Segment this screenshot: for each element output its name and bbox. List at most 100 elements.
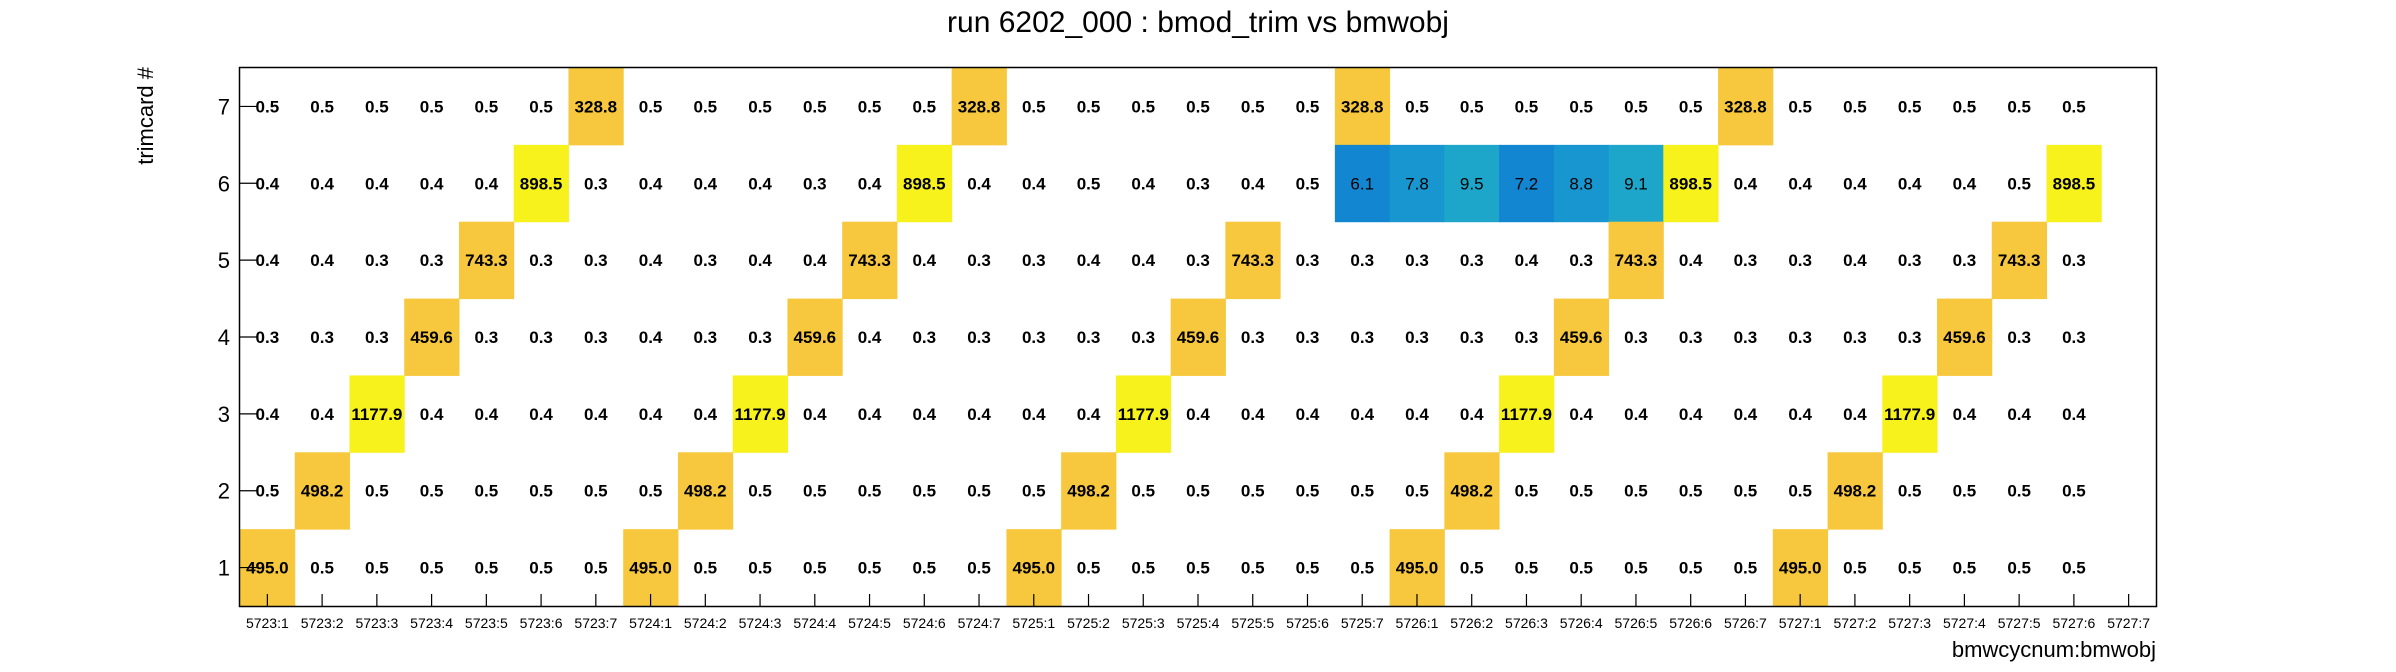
cell-value-label: 0.4 — [1186, 405, 1210, 424]
cell-value-label: 495.0 — [1396, 559, 1439, 578]
x-tick-label: 5726:3 — [1505, 615, 1548, 631]
cell-value-label: 498.2 — [1067, 482, 1110, 501]
cell-value-label: 0.3 — [1405, 328, 1429, 347]
cell-value-label: 743.3 — [1998, 251, 2041, 270]
cell-value-label: 0.5 — [1624, 482, 1648, 501]
cell-value-label: 0.4 — [256, 405, 280, 424]
cell-value-label: 0.5 — [1515, 482, 1539, 501]
cell-value-label: 0.5 — [365, 559, 389, 578]
cell-value-label: 0.3 — [1788, 328, 1812, 347]
cell-value-label: 0.5 — [1624, 97, 1648, 116]
cell-value-label: 0.5 — [639, 97, 663, 116]
cell-value-label: 0.3 — [1734, 328, 1758, 347]
cell-value-label: 0.4 — [1296, 405, 1320, 424]
cell-value-label: 0.5 — [1186, 482, 1210, 501]
x-tick-label: 5724:3 — [739, 615, 782, 631]
heatmap-cell — [1115, 375, 1172, 453]
cell-value-label: 0.3 — [1898, 328, 1922, 347]
heatmap-cell — [1334, 68, 1391, 146]
x-tick-label: 5724:2 — [684, 615, 727, 631]
cell-value-label: 459.6 — [1177, 328, 1220, 347]
cell-value-label: 0.3 — [1460, 328, 1484, 347]
cell-value-label: 498.2 — [684, 482, 727, 501]
y-tick-label: 3 — [218, 402, 230, 427]
cell-value-label: 0.5 — [1186, 559, 1210, 578]
cell-value-label: 0.3 — [529, 251, 553, 270]
cell-value-label: 0.5 — [420, 559, 444, 578]
cell-value-label: 743.3 — [848, 251, 891, 270]
heatmap-cell — [732, 375, 788, 453]
cell-value-label: 0.4 — [1898, 174, 1922, 193]
cell-value-label: 0.4 — [748, 251, 772, 270]
cell-value-label: 0.5 — [1131, 559, 1155, 578]
cell-value-label: 0.5 — [1022, 97, 1046, 116]
cell-value-label: 0.5 — [1296, 559, 1320, 578]
cell-value-label: 0.5 — [1898, 97, 1922, 116]
x-tick-label: 5723:1 — [246, 615, 289, 631]
cell-value-label: 0.5 — [803, 559, 827, 578]
plot-frame — [238, 66, 2158, 608]
cell-value-label: 0.5 — [803, 97, 827, 116]
cell-value-label: 0.5 — [1460, 559, 1484, 578]
heatmap-cell — [1444, 452, 1500, 530]
cell-value-label: 0.3 — [1296, 251, 1320, 270]
x-tick-label: 5723:6 — [520, 615, 563, 631]
x-tick-label: 5727:7 — [2107, 615, 2150, 631]
x-tick-label: 5727:5 — [1998, 615, 2041, 631]
cell-value-label: 0.5 — [1186, 97, 1210, 116]
cell-value-label: 0.4 — [256, 174, 280, 193]
cell-value-label: 0.4 — [310, 174, 334, 193]
heatmap-cell — [1061, 452, 1117, 530]
cell-value-label: 0.4 — [1405, 405, 1429, 424]
cell-value-label: 0.3 — [1405, 251, 1429, 270]
heatmap-cell — [1334, 144, 1391, 223]
cell-value-label: 0.5 — [1131, 482, 1155, 501]
cell-value-label: 0.4 — [858, 405, 882, 424]
cell-value-label: 7.8 — [1405, 174, 1429, 193]
cell-value-label: 0.5 — [1241, 482, 1265, 501]
cell-value-label: 0.5 — [529, 482, 553, 501]
cell-value-label: 0.4 — [420, 405, 444, 424]
heatmap-cell — [1553, 298, 1610, 376]
cell-value-label: 0.3 — [1022, 251, 1046, 270]
cell-value-label: 0.4 — [310, 251, 334, 270]
cell-value-label: 328.8 — [958, 97, 1001, 116]
cell-value-label: 495.0 — [1012, 559, 1055, 578]
cell-value-label: 0.4 — [1843, 405, 1867, 424]
cell-value-label: 9.1 — [1624, 174, 1648, 193]
cell-value-label: 1177.9 — [735, 405, 786, 424]
cell-value-label: 0.5 — [912, 482, 936, 501]
chart-title: run 6202_000 : bmod_trim vs bmwobj — [947, 6, 1449, 39]
x-axis: 5723:1 5723:2 5723:3 5723:4 5723:5 5723:6 5723… — [246, 594, 2150, 631]
cell-value-label: 0.5 — [475, 559, 499, 578]
cell-value-label: 0.5 — [858, 97, 882, 116]
cell-value-label: 0.4 — [1624, 405, 1648, 424]
cell-value-label: 0.3 — [1350, 328, 1374, 347]
cell-value-label: 0.5 — [1679, 482, 1703, 501]
cell-value-label: 495.0 — [1779, 559, 1822, 578]
cell-value-label: 898.5 — [2053, 174, 2096, 193]
y-tick-label: 5 — [218, 248, 230, 273]
cell-value-label: 0.5 — [967, 482, 991, 501]
cell-value-label: 0.3 — [2062, 328, 2086, 347]
cell-value-label: 0.5 — [858, 559, 882, 578]
y-tick-label: 2 — [218, 479, 230, 504]
cell-value-label: 0.3 — [967, 328, 991, 347]
cell-value-label: 0.4 — [365, 174, 389, 193]
cell-value-label: 0.5 — [1241, 559, 1265, 578]
heatmap-cell — [458, 221, 515, 300]
heatmap-cell — [623, 529, 679, 607]
cell-value-label: 0.5 — [1569, 97, 1593, 116]
cell-value-label: 0.3 — [1350, 251, 1374, 270]
cell-value-label: 0.4 — [967, 405, 991, 424]
heatmap-cell — [1827, 452, 1883, 530]
cell-value-label: 0.5 — [2062, 97, 2086, 116]
cell-value-label: 0.5 — [584, 559, 608, 578]
cell-value-label: 0.5 — [420, 97, 444, 116]
cell-value-label: 328.8 — [575, 97, 618, 116]
cell-value-label: 0.5 — [1898, 482, 1922, 501]
cell-value-label: 0.4 — [529, 405, 553, 424]
cell-value-label: 0.5 — [1953, 559, 1977, 578]
cell-value-label: 0.3 — [693, 251, 717, 270]
cell-value-label: 0.4 — [912, 405, 936, 424]
